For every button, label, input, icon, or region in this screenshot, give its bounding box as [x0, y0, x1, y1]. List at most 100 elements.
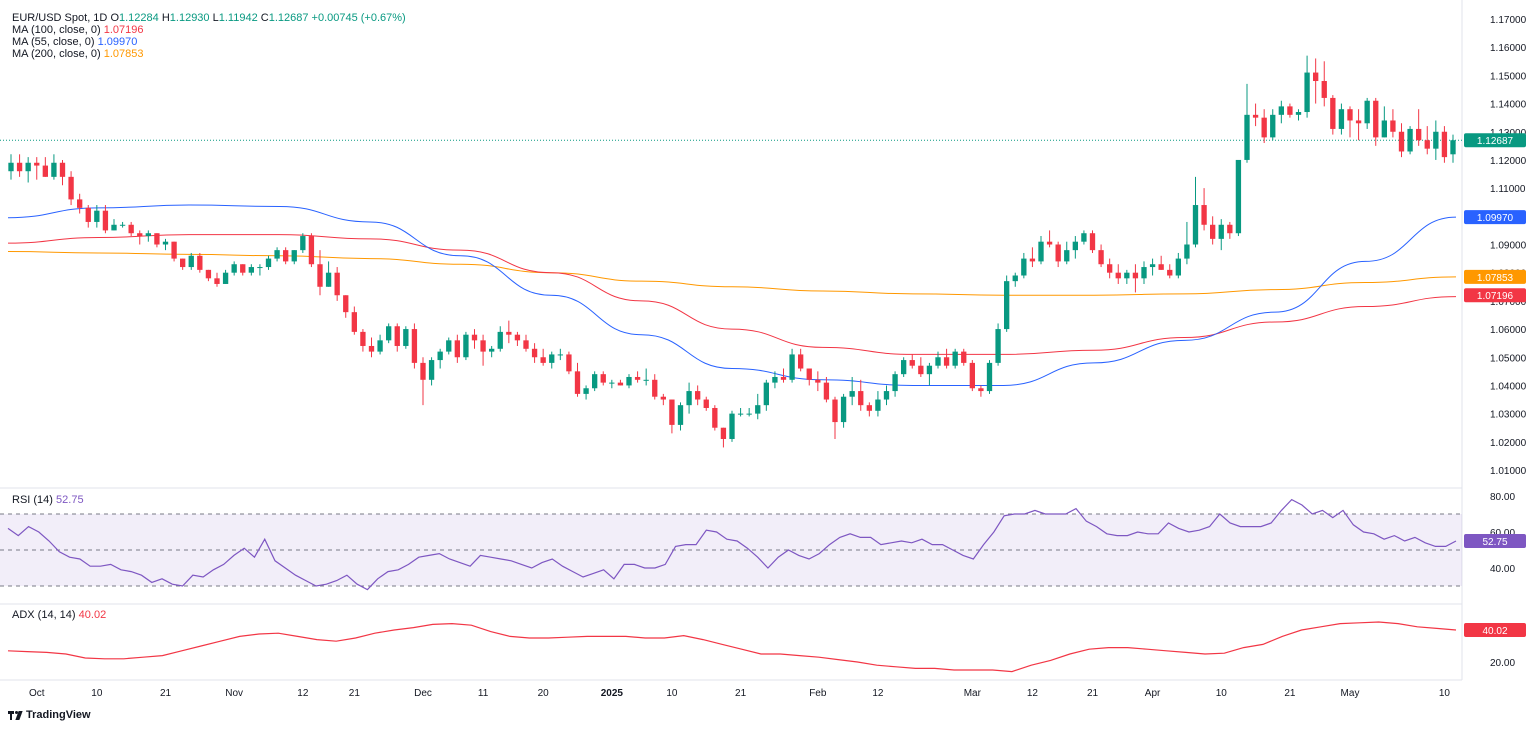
- moving-averages: [0, 139, 1462, 386]
- candle-body: [669, 399, 675, 425]
- candle: [866, 402, 872, 417]
- candle: [780, 368, 787, 383]
- candle-body: [59, 162, 66, 177]
- time-tick-label: 2025: [601, 688, 624, 699]
- candle-body: [755, 405, 761, 414]
- candle-body: [1055, 244, 1061, 262]
- candle: [257, 264, 263, 276]
- candle-body: [935, 357, 941, 366]
- candle-body: [85, 207, 91, 222]
- candle: [798, 348, 804, 372]
- adx-value-tag-bg: [1464, 623, 1526, 637]
- candle: [25, 157, 31, 183]
- candle: [1124, 269, 1130, 284]
- ma55-value: 1.09970: [97, 36, 138, 48]
- candle: [1287, 103, 1293, 118]
- candle: [471, 329, 478, 349]
- candle: [1029, 247, 1036, 268]
- candle: [162, 238, 169, 251]
- candle-body: [1321, 81, 1327, 98]
- symbol-title[interactable]: EUR/USD Spot, 1D: [12, 12, 108, 24]
- ma200-legend[interactable]: MA (200, close, 0) 1.07853: [12, 48, 406, 60]
- candle-body: [703, 399, 709, 408]
- ma100-legend[interactable]: MA (100, close, 0) 1.07196: [12, 24, 406, 36]
- candle: [102, 205, 109, 234]
- candle-body: [892, 374, 898, 392]
- candle: [695, 385, 701, 406]
- candle: [360, 329, 366, 352]
- candle-body: [1210, 224, 1216, 239]
- candle-body: [51, 162, 57, 177]
- candle-body: [1261, 117, 1267, 138]
- candle-body: [317, 264, 323, 287]
- time-tick-label: 20: [538, 688, 550, 699]
- candle-body: [969, 362, 975, 389]
- candle: [686, 382, 692, 414]
- candle: [995, 323, 1001, 366]
- candle-body: [574, 371, 581, 394]
- candle: [377, 334, 383, 355]
- candle-body: [214, 278, 220, 284]
- candle-body: [1381, 120, 1387, 138]
- ma200-tag-text: 1.07853: [1477, 273, 1514, 284]
- candle-body: [1252, 114, 1259, 118]
- candle: [755, 393, 761, 420]
- time-tick-label: 11: [478, 688, 489, 699]
- candle: [549, 351, 555, 369]
- candle-body: [94, 210, 100, 222]
- candle: [1167, 264, 1173, 279]
- candle-body: [1373, 100, 1379, 138]
- candle-body: [806, 368, 812, 380]
- candle: [840, 393, 847, 428]
- candle: [1192, 176, 1199, 248]
- adx-line: [7, 621, 1457, 673]
- ma55-legend[interactable]: MA (55, close, 0) 1.09970: [12, 36, 406, 48]
- price-tick-label: 1.11000: [1490, 184, 1526, 195]
- candle-body: [68, 176, 74, 200]
- candle: [154, 233, 160, 248]
- candle-body: [643, 379, 649, 381]
- candle-body: [549, 354, 555, 363]
- candle-body: [1364, 100, 1370, 124]
- ma55-tag-text: 1.09970: [1477, 213, 1514, 224]
- candle: [1338, 103, 1345, 135]
- candle: [643, 368, 649, 386]
- candle-body: [995, 329, 1001, 363]
- price-tick-label: 1.16000: [1490, 43, 1527, 54]
- candle-body: [592, 374, 598, 389]
- time-tick-label: Dec: [414, 688, 432, 699]
- candle: [214, 272, 220, 287]
- candle-body: [823, 382, 830, 400]
- candle-body: [523, 340, 529, 349]
- price-tick-label: 1.06000: [1490, 325, 1527, 336]
- candle: [626, 374, 632, 389]
- candle-body: [712, 407, 718, 428]
- ma200-tag: 1.07853: [1464, 269, 1526, 284]
- candle-body: [403, 329, 409, 346]
- candle: [8, 154, 14, 180]
- price-tick-label: 1.05000: [1490, 353, 1527, 364]
- candle-body: [428, 360, 435, 380]
- candle: [240, 264, 246, 276]
- tradingview-logo[interactable]: TradingView: [8, 709, 91, 721]
- candle-body: [231, 264, 237, 273]
- candle-body: [222, 272, 229, 284]
- candle: [59, 159, 66, 186]
- candle: [1218, 219, 1224, 251]
- adx-legend[interactable]: ADX (14, 14) 40.02: [12, 609, 106, 621]
- candle: [1270, 109, 1276, 141]
- candle: [832, 396, 838, 439]
- open-value: 1.12284: [119, 12, 159, 24]
- candle: [669, 399, 675, 434]
- candle-body: [866, 405, 872, 411]
- candle: [935, 351, 941, 369]
- rsi-value-tag-text: 52.75: [1482, 537, 1507, 548]
- candle: [197, 252, 203, 273]
- candle-body: [1450, 140, 1456, 155]
- last-price-tag-text: 1.12687: [1477, 136, 1514, 147]
- candle: [1416, 109, 1422, 146]
- candle-body: [660, 396, 666, 400]
- rsi-legend[interactable]: RSI (14) 52.75: [12, 494, 84, 506]
- candle-body: [695, 391, 701, 400]
